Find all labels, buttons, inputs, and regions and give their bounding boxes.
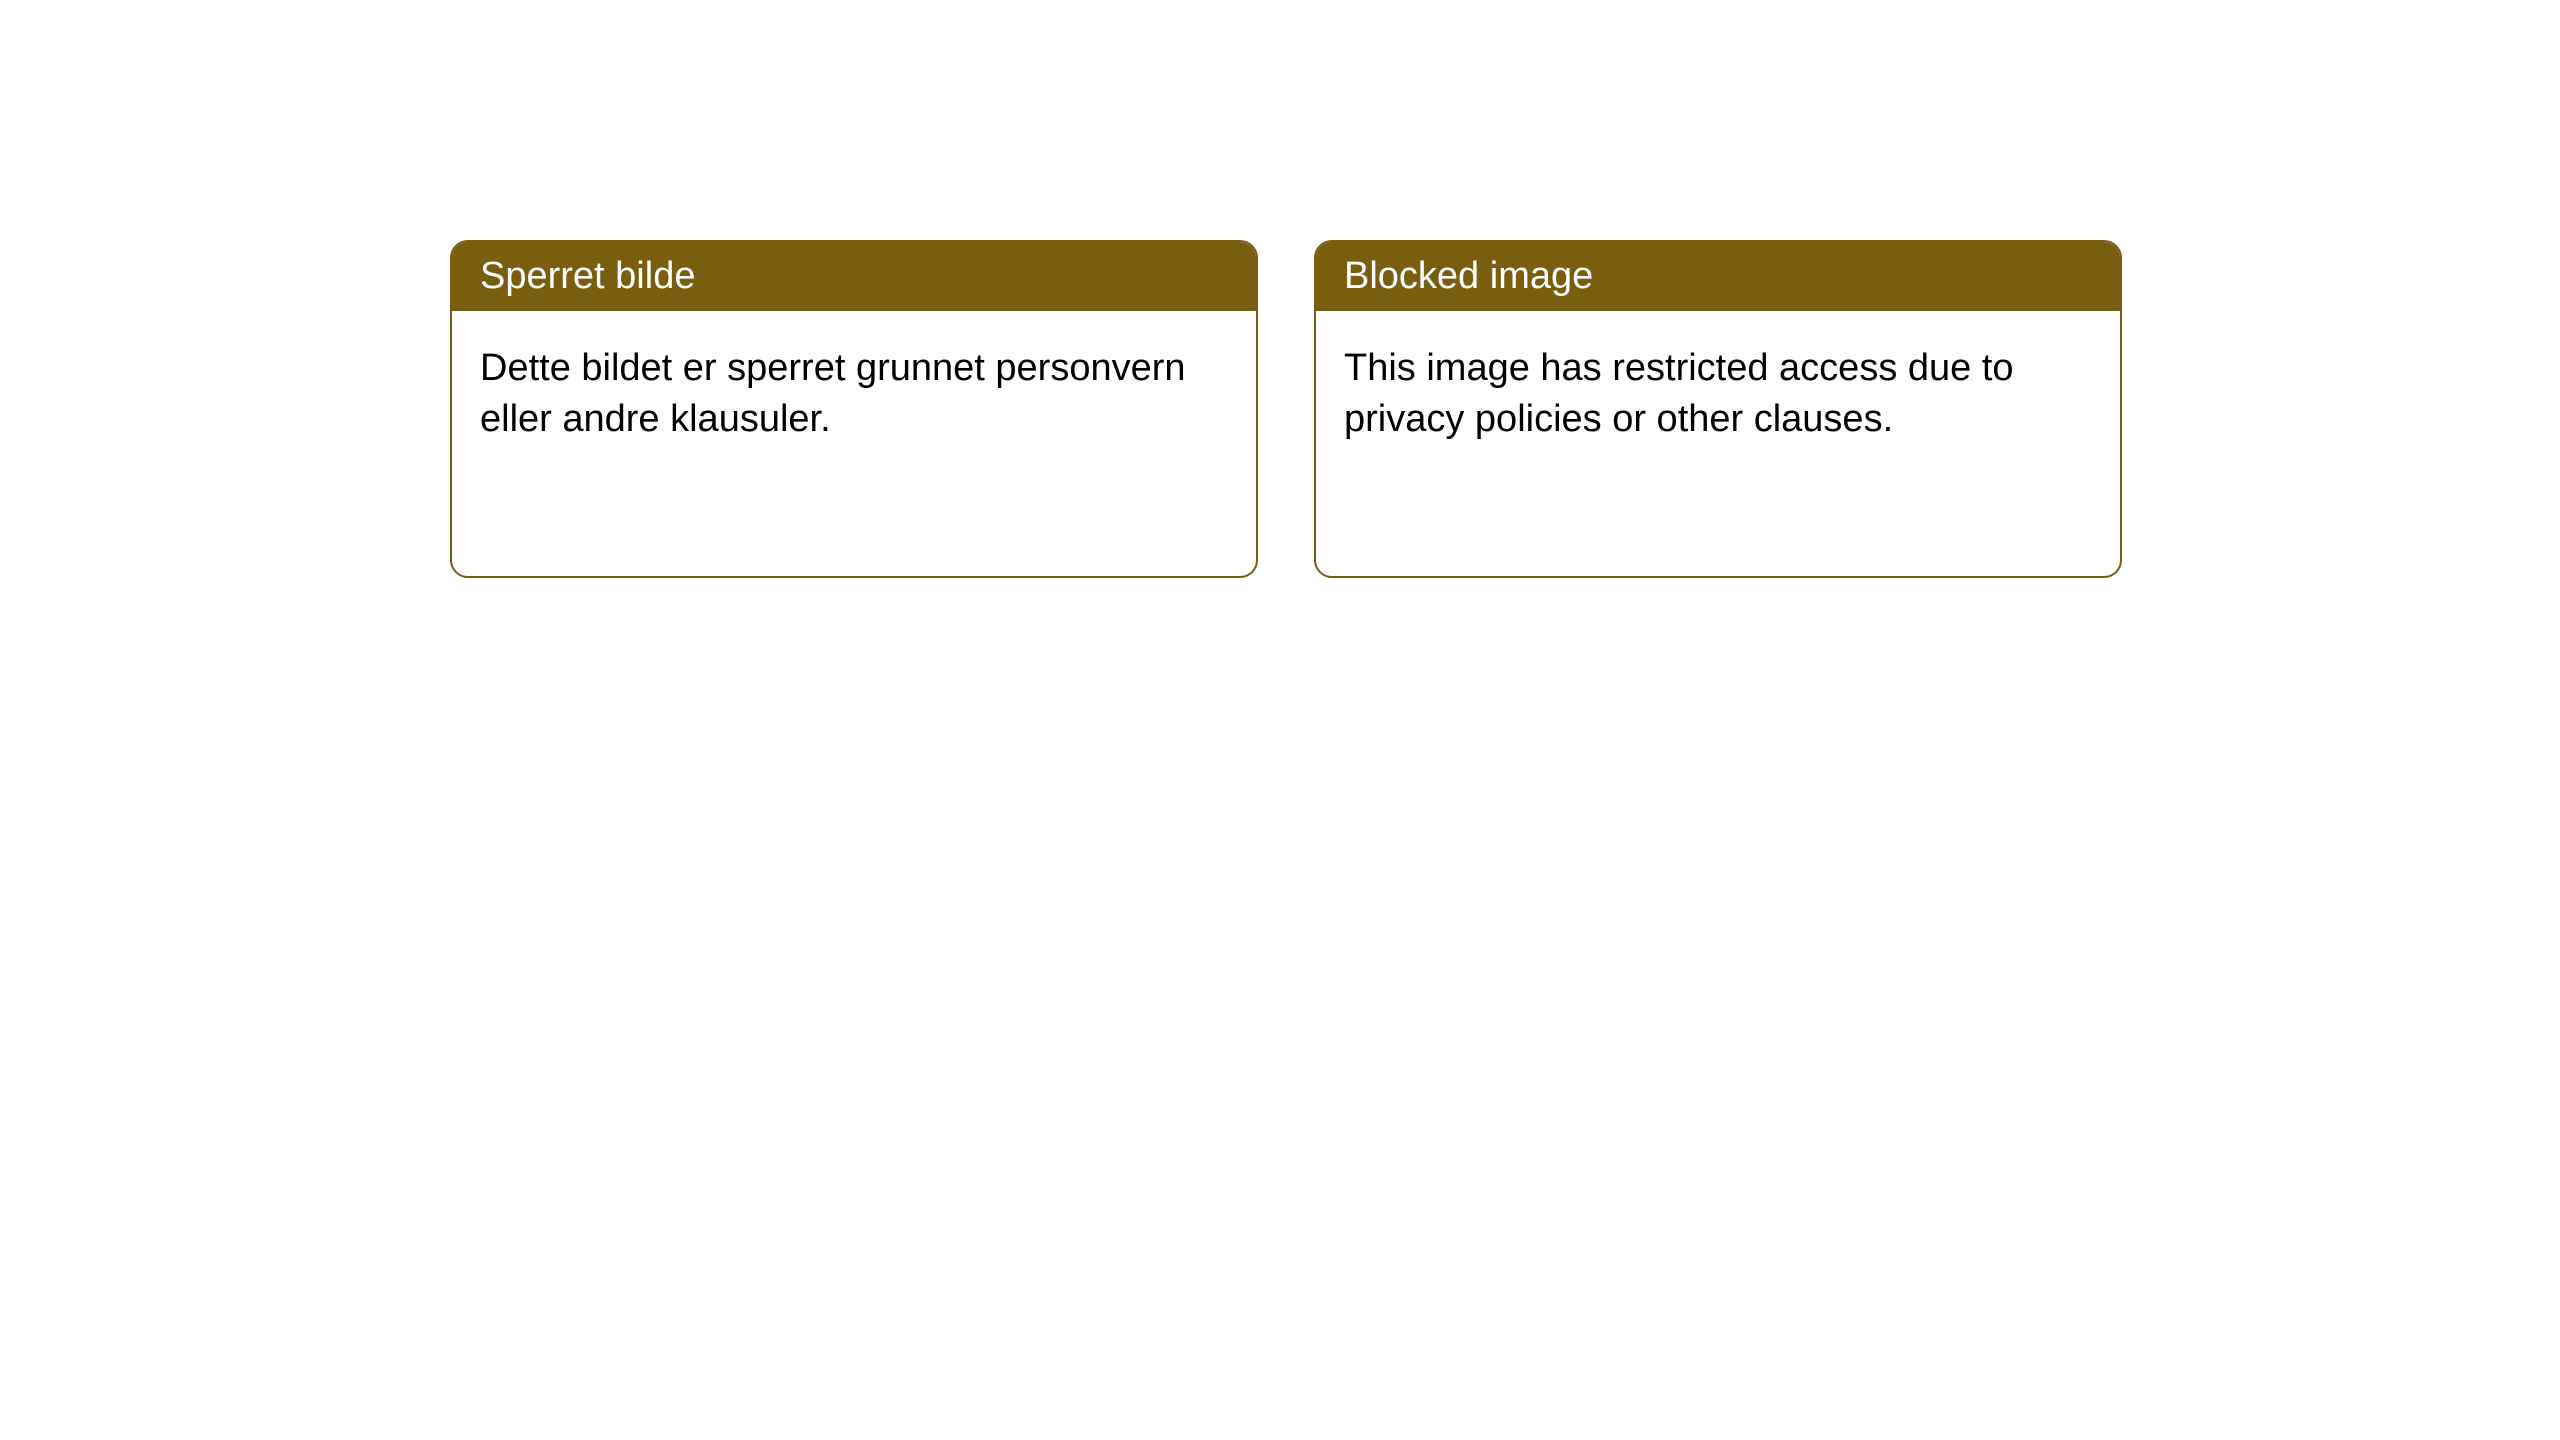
notice-container: Sperret bilde Dette bildet er sperret gr… (0, 0, 2560, 578)
notice-body-norwegian: Dette bildet er sperret grunnet personve… (452, 311, 1256, 478)
notice-box-english: Blocked image This image has restricted … (1314, 240, 2122, 578)
notice-text-english: This image has restricted access due to … (1344, 347, 2014, 440)
notice-title-english: Blocked image (1344, 255, 1593, 297)
notice-header-english: Blocked image (1316, 242, 2120, 311)
notice-box-norwegian: Sperret bilde Dette bildet er sperret gr… (450, 240, 1258, 578)
notice-text-norwegian: Dette bildet er sperret grunnet personve… (480, 347, 1186, 440)
notice-title-norwegian: Sperret bilde (480, 255, 695, 297)
notice-body-english: This image has restricted access due to … (1316, 311, 2120, 478)
notice-header-norwegian: Sperret bilde (452, 242, 1256, 311)
